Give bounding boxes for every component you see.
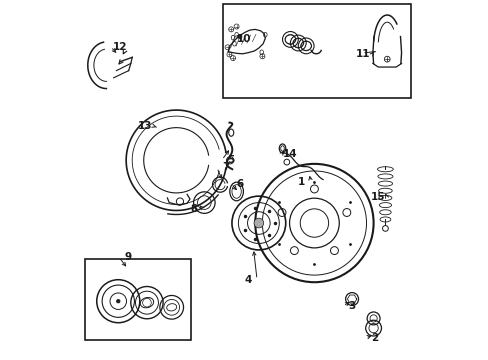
Circle shape xyxy=(116,300,120,303)
Text: 2: 2 xyxy=(370,333,377,343)
Text: 4: 4 xyxy=(244,275,251,285)
Text: 13: 13 xyxy=(137,121,152,131)
Text: 6: 6 xyxy=(236,179,244,189)
FancyBboxPatch shape xyxy=(85,259,190,339)
Text: 7: 7 xyxy=(222,162,229,172)
Text: 15: 15 xyxy=(370,192,385,202)
Text: 1: 1 xyxy=(298,177,305,187)
Text: 10: 10 xyxy=(236,34,250,44)
Circle shape xyxy=(253,218,263,228)
Text: 8: 8 xyxy=(189,204,197,214)
Text: 11: 11 xyxy=(356,49,370,59)
Text: 12: 12 xyxy=(112,42,127,51)
Text: 5: 5 xyxy=(227,155,234,165)
Text: 9: 9 xyxy=(124,252,131,262)
Text: 3: 3 xyxy=(348,301,355,311)
Text: 14: 14 xyxy=(283,149,297,159)
FancyBboxPatch shape xyxy=(223,4,410,98)
